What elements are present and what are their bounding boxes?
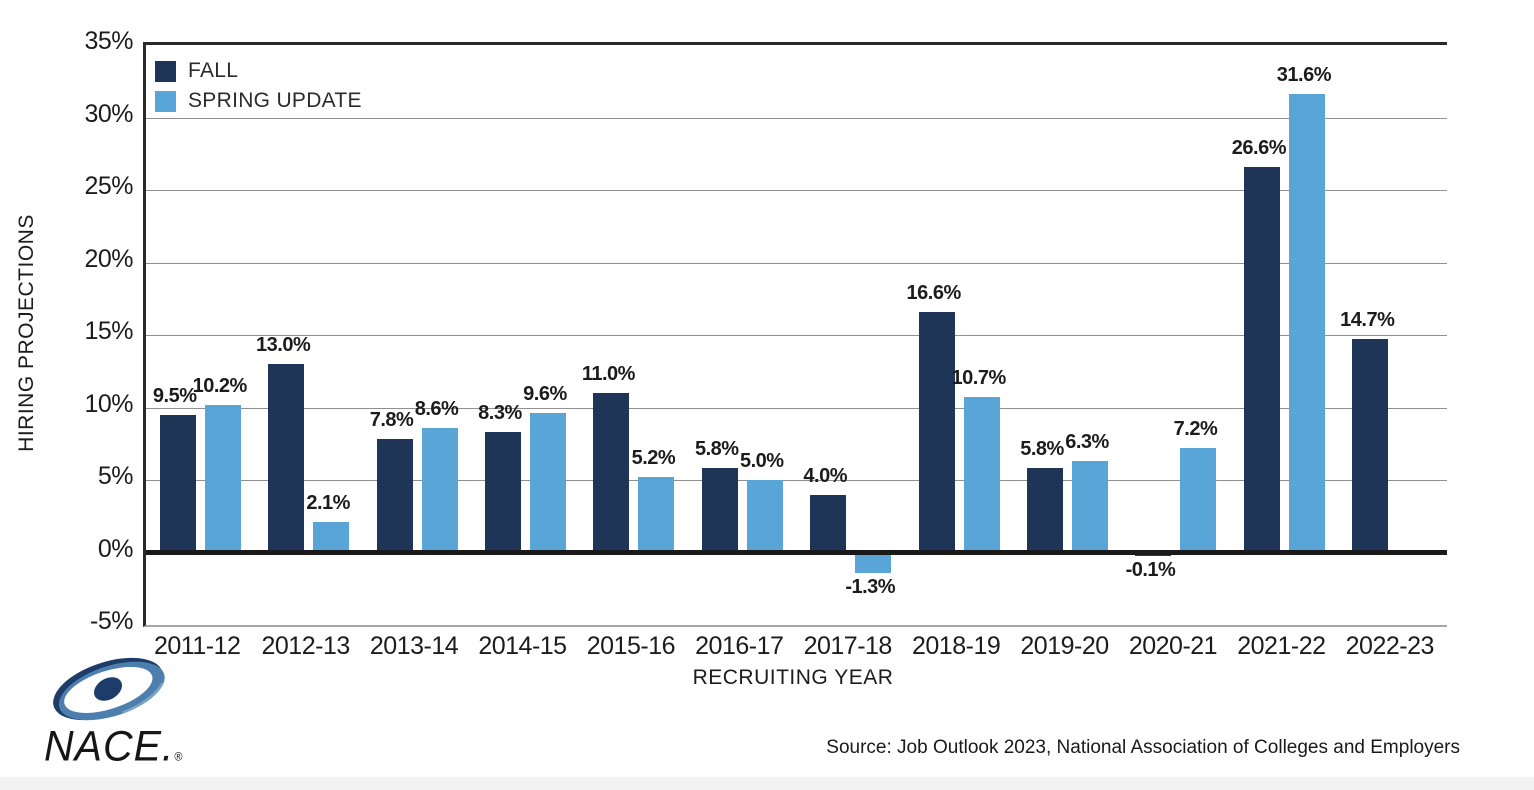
bar-value-label-fall-2014-15: 8.3% [478, 402, 522, 425]
bar-spring-2019-20 [1072, 461, 1109, 553]
x-category-label-2020-21: 2020-21 [1128, 632, 1218, 660]
x-category-label-2021-22: 2021-22 [1237, 632, 1326, 660]
bar-value-label-fall-2022-23: 14.7% [1340, 309, 1395, 332]
x-category-label-2011-12: 2011-12 [154, 632, 241, 660]
x-category-label-2014-15: 2014-15 [478, 632, 567, 660]
legend: FALL SPRING UPDATE [155, 56, 362, 116]
bar-value-label-spring-2011-12: 10.2% [192, 374, 248, 397]
nace-logo-swirl-icon [53, 657, 165, 721]
registered-mark: ® [174, 751, 184, 764]
legend-label-fall: FALL [188, 59, 239, 82]
bar-fall-2013-14 [376, 439, 413, 553]
nace-logo-text: NACE.® [44, 721, 184, 771]
bar-value-label-fall-2017-18: 4.0% [803, 464, 847, 487]
x-category-label-2015-16: 2015-16 [586, 632, 676, 660]
bar-value-label-fall-2011-12: 9.5% [152, 384, 197, 407]
x-category-label-2016-17: 2016-17 [695, 632, 784, 660]
y-tick-label-25: 25% [84, 172, 133, 200]
y-tick-label-5: 5% [97, 462, 134, 490]
y-tick-label-30: 30% [84, 99, 133, 128]
source-attribution: Source: Job Outlook 2023, National Assoc… [826, 737, 1460, 758]
bar-value-label-spring-2016-17: 5.0% [739, 450, 784, 472]
y-tick-label-20: 20% [84, 244, 133, 273]
bar-value-label-spring-2020-21: 7.2% [1173, 418, 1218, 441]
bar-value-label-fall-2013-14: 7.8% [369, 409, 414, 432]
x-category-label-2022-23: 2022-23 [1345, 632, 1435, 660]
nace-logo: NACE.® [44, 656, 194, 770]
bar-value-label-fall-2019-20: 5.8% [1020, 438, 1064, 461]
bar-value-label-spring-2019-20: 6.3% [1065, 431, 1109, 454]
plot-area [143, 42, 1447, 627]
x-category-label-2012-13: 2012-13 [261, 632, 351, 660]
bar-value-label-spring-2018-19: 10.7% [951, 367, 1007, 390]
y-axis-title: HIRING PROJECTIONS [15, 214, 38, 452]
x-category-label-2013-14: 2013-14 [369, 632, 459, 660]
bar-fall-2020-21 [1135, 554, 1172, 556]
bar-spring-2015-16 [638, 477, 675, 553]
bar-spring-2018-19 [963, 397, 1000, 553]
bar-spring-2020-21 [1180, 448, 1217, 553]
bar-value-label-spring-2012-13: 2.1% [306, 492, 350, 515]
bar-value-label-spring-2021-22: 31.6% [1276, 64, 1332, 87]
bottom-edge-strip [0, 777, 1534, 790]
bar-fall-2018-19 [918, 311, 955, 553]
zero-axis-line [146, 550, 1447, 555]
y-tick-label-0: 0% [97, 534, 134, 563]
y-tick-label-10: 10% [84, 389, 133, 418]
gridline-30 [146, 117, 1447, 119]
y-tick-label-15: 15% [84, 317, 133, 345]
y-tick-label-35: 35% [84, 27, 133, 55]
bar-spring-2021-22 [1288, 94, 1325, 553]
y-tick-label--5: -5% [90, 607, 133, 635]
bar-fall-2022-23 [1352, 339, 1389, 553]
bar-spring-2012-13 [313, 522, 350, 553]
gridline-15 [146, 335, 1447, 336]
gridline-25 [146, 190, 1447, 191]
bar-fall-2011-12 [159, 414, 196, 553]
gridline-10 [146, 407, 1447, 409]
bar-value-label-fall-2015-16: 11.0% [581, 363, 636, 385]
bar-value-label-fall-2021-22: 26.6% [1231, 136, 1287, 159]
bar-spring-2016-17 [746, 480, 783, 553]
bar-spring-2013-14 [421, 427, 458, 553]
x-category-label-2017-18: 2017-18 [803, 632, 893, 660]
bar-value-label-spring-2013-14: 8.6% [414, 397, 459, 420]
gridline-5 [146, 480, 1447, 481]
bar-spring-2011-12 [204, 404, 241, 553]
bar-fall-2019-20 [1027, 468, 1064, 553]
legend-item-fall: FALL [155, 56, 362, 86]
bar-spring-2014-15 [529, 413, 566, 553]
bar-fall-2012-13 [268, 364, 305, 553]
legend-item-spring: SPRING UPDATE [155, 86, 362, 116]
bar-fall-2015-16 [593, 393, 630, 553]
legend-label-spring: SPRING UPDATE [188, 89, 362, 112]
bar-fall-2021-22 [1243, 166, 1280, 553]
bar-spring-2017-18 [855, 554, 892, 574]
bar-value-label-fall-2018-19: 16.6% [906, 281, 962, 304]
bar-value-label-fall-2020-21: -0.1% [1125, 558, 1176, 581]
bar-value-label-spring-2017-18: -1.3% [845, 576, 896, 599]
legend-swatch-spring [155, 90, 176, 112]
gridline-20 [146, 262, 1447, 264]
legend-swatch-fall [155, 60, 176, 82]
x-category-label-2018-19: 2018-19 [912, 632, 1001, 660]
x-category-label-2019-20: 2019-20 [1020, 632, 1109, 660]
bar-fall-2017-18 [810, 494, 847, 553]
bar-value-label-fall-2012-13: 13.0% [256, 334, 311, 356]
bar-fall-2016-17 [701, 468, 738, 553]
bar-fall-2014-15 [484, 432, 521, 553]
bar-value-label-fall-2016-17: 5.8% [694, 438, 739, 461]
bar-value-label-spring-2015-16: 5.2% [631, 447, 676, 470]
x-axis-title: RECRUITING YEAR [692, 666, 894, 689]
bar-value-label-spring-2014-15: 9.6% [523, 383, 567, 406]
